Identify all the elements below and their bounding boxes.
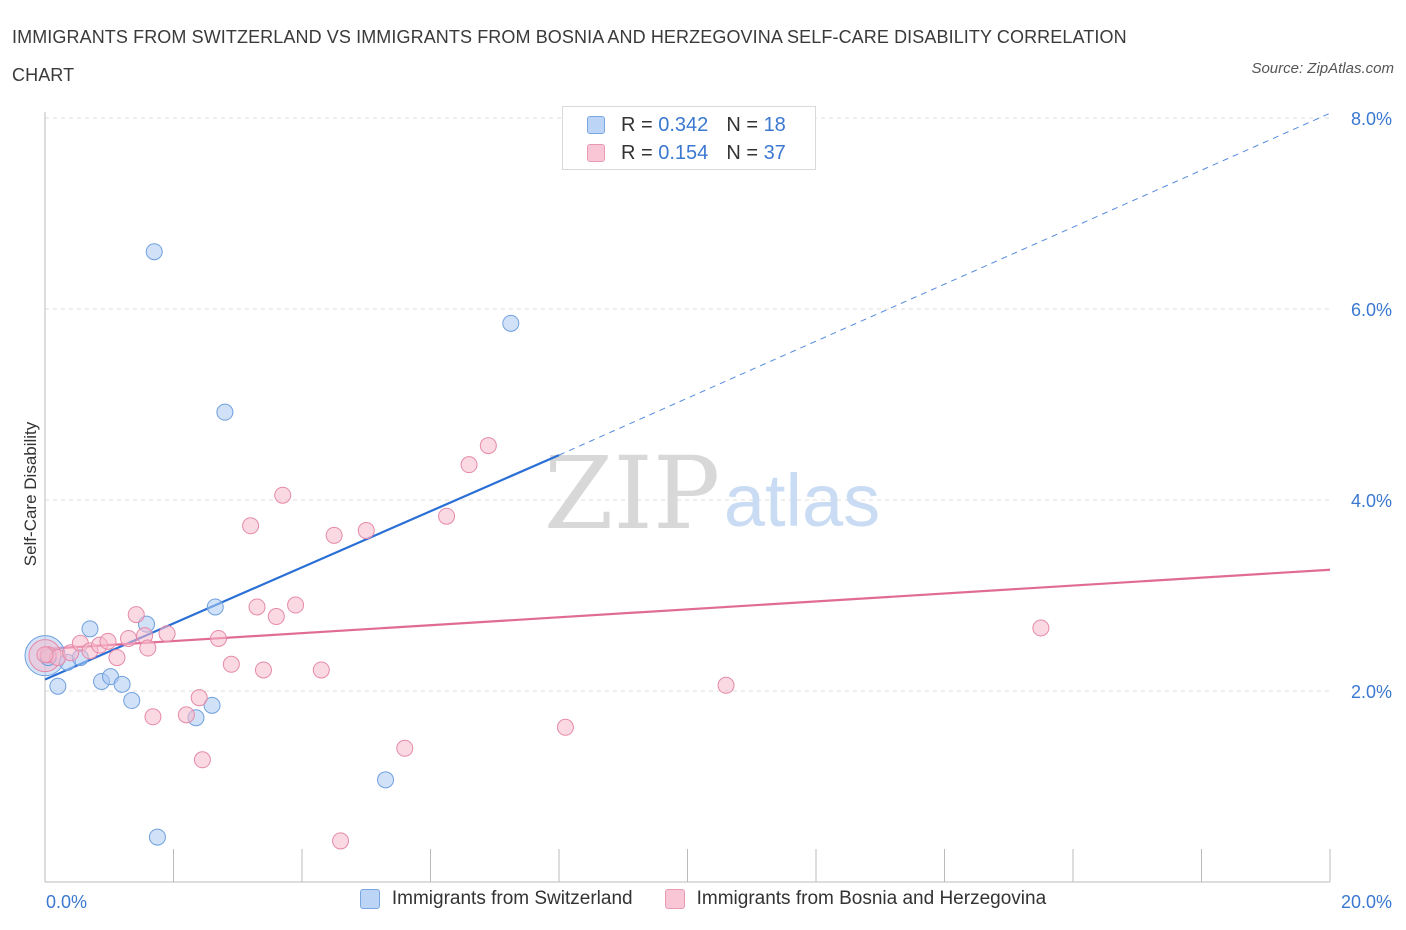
y-tick-label: 2.0% <box>1351 682 1392 702</box>
point-bosnia <box>158 625 176 643</box>
point-bosnia <box>209 629 227 647</box>
chart-title: IMMIGRANTS FROM SWITZERLAND VS IMMIGRANT… <box>12 27 1127 85</box>
bottom-legend-item-switzerland: Immigrants from Switzerland <box>359 888 633 910</box>
bottom-legend: Immigrants from Switzerland Immigrants f… <box>0 888 1406 910</box>
legend-r-value: 0.154 <box>658 141 709 164</box>
legend-n-value: 37 <box>763 141 786 164</box>
point-switzerland <box>81 620 99 638</box>
point-bosnia <box>222 655 240 673</box>
legend-r-label: R = <box>621 113 653 136</box>
trend-line-switzerland-extension <box>558 112 1331 456</box>
y-axis-label: Self-Care Disability <box>21 421 40 566</box>
point-bosnia <box>396 739 414 757</box>
watermark-atlas: atlas <box>724 459 880 542</box>
point-switzerland <box>203 696 221 714</box>
point-switzerland <box>206 598 224 616</box>
y-tick-label: 4.0% <box>1351 491 1392 511</box>
x-tick-label: 20.0% <box>1341 892 1392 912</box>
trend-lines <box>44 112 1331 681</box>
legend-n-label: N = <box>726 113 758 136</box>
bottom-legend-swatch-pink <box>664 889 685 909</box>
point-switzerland <box>113 675 131 693</box>
source-label: Source: ZipAtlas.com <box>1251 60 1394 77</box>
point-bosnia <box>190 689 208 707</box>
point-bosnia <box>242 517 260 535</box>
point-bosnia <box>108 649 126 667</box>
point-bosnia <box>127 606 145 624</box>
point-switzerland <box>148 828 166 846</box>
legend-swatch-blue <box>587 116 605 134</box>
point-bosnia <box>717 676 735 694</box>
point-bosnia <box>274 486 292 504</box>
legend-row-switzerland: R = 0.342 N = 18 <box>587 112 786 138</box>
point-bosnia <box>325 526 343 544</box>
point-bosnia <box>479 437 497 455</box>
point-bosnia <box>248 598 266 616</box>
trend-line-switzerland <box>44 454 560 681</box>
legend-n-value: 18 <box>763 113 786 136</box>
point-bosnia <box>144 708 162 726</box>
bottom-legend-item-bosnia: Immigrants from Bosnia and Herzegovina <box>664 888 1047 910</box>
point-bosnia <box>287 596 305 614</box>
x-tick-label: 0.0% <box>46 892 87 912</box>
tick-labels: 2.0% 4.0% 6.0% 8.0% 0.0% 20.0% <box>46 109 1392 912</box>
point-bosnia <box>120 629 138 647</box>
point-bosnia <box>556 718 574 736</box>
legend-r-label: R = <box>621 141 653 164</box>
watermark: ZIP atlas <box>544 435 880 552</box>
point-bosnia <box>267 608 285 626</box>
legend: R = 0.342 N = 18 R = 0.154 N = 37 <box>562 106 816 170</box>
point-switzerland <box>49 677 67 695</box>
point-bosnia <box>99 632 117 650</box>
point-bosnia <box>312 661 330 679</box>
bottom-legend-label: Immigrants from Switzerland <box>391 888 633 909</box>
legend-r-value: 0.342 <box>658 113 709 136</box>
point-switzerland <box>377 771 395 789</box>
axes <box>44 112 1331 883</box>
point-bosnia <box>460 456 478 474</box>
point-bosnia <box>193 751 211 769</box>
point-bosnia <box>177 706 195 724</box>
bottom-legend-label: Immigrants from Bosnia and Herzegovina <box>696 888 1047 909</box>
data-points <box>24 243 1050 850</box>
point-bosnia <box>332 832 350 850</box>
legend-n-label: N = <box>726 141 758 164</box>
y-tick-label: 6.0% <box>1351 300 1392 320</box>
point-bosnia <box>139 639 157 657</box>
trend-line-bosnia <box>44 568 1331 651</box>
point-switzerland <box>502 314 520 332</box>
point-bosnia <box>1032 619 1050 637</box>
watermark-zip: ZIP <box>544 435 720 552</box>
y-tick-label: 8.0% <box>1351 109 1392 129</box>
point-bosnia <box>438 507 456 525</box>
legend-row-bosnia: R = 0.154 N = 37 <box>587 140 786 166</box>
legend-swatch-pink <box>587 144 605 162</box>
point-bosnia <box>357 522 375 540</box>
point-bosnia <box>36 646 54 664</box>
grid-lines <box>45 117 1330 692</box>
point-switzerland <box>216 403 234 421</box>
point-switzerland <box>123 692 141 710</box>
bottom-legend-swatch-blue <box>359 889 380 909</box>
point-switzerland <box>145 243 163 261</box>
point-bosnia <box>254 661 272 679</box>
